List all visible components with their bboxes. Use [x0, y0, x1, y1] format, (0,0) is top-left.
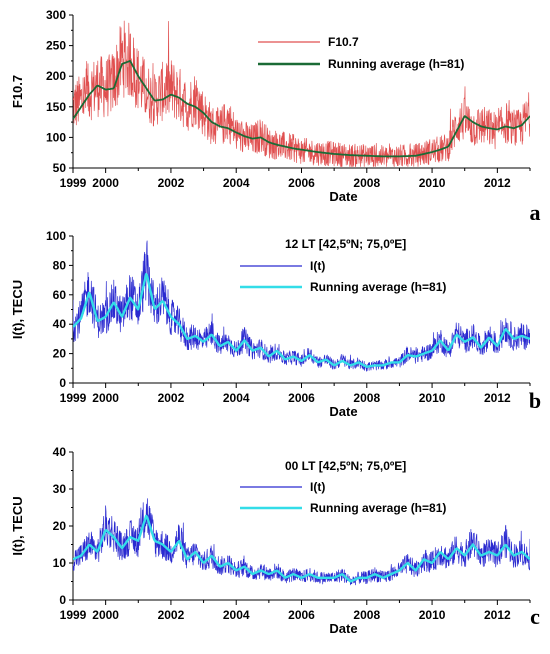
x-tick-label: 1999	[60, 176, 87, 190]
y-tick-label: 50	[53, 161, 67, 175]
legend-entry: Running average (h=81)	[310, 280, 446, 294]
x-tick-label: 2002	[158, 608, 185, 622]
y-tick-label: 100	[46, 130, 66, 144]
series-line-raw	[73, 20, 530, 167]
x-axis-label: Date	[329, 621, 357, 636]
series-line-running-average	[73, 60, 530, 158]
y-axis-label: F10.7	[10, 75, 25, 108]
x-tick-label: 2010	[419, 176, 446, 190]
x-tick-label: 2000	[92, 608, 119, 622]
x-tick-label: 2010	[419, 608, 446, 622]
chart-annotation: 12 LT [42,5ºN; 75,0ºE]	[285, 237, 406, 251]
y-tick-label: 10	[53, 556, 67, 570]
x-tick-label: 2004	[223, 391, 250, 405]
y-tick-label: 30	[53, 482, 67, 496]
panel-label: c	[530, 604, 540, 629]
x-tick-label: 1999	[60, 391, 87, 405]
x-tick-label: 2008	[353, 608, 380, 622]
y-tick-label: 20	[53, 347, 67, 361]
legend-entry: I(t)	[310, 259, 325, 273]
x-tick-label: 2006	[288, 608, 315, 622]
series-line-raw	[73, 240, 530, 372]
x-axis-label: Date	[329, 404, 357, 419]
y-tick-label: 60	[53, 288, 67, 302]
y-tick-label: 300	[46, 8, 66, 22]
y-tick-label: 0	[59, 593, 66, 607]
chart-panel-b: 0 20 40 60 80 100 1999 2000 2002 2004 2006 2008 2010…	[10, 229, 541, 419]
x-tick-label: 2006	[288, 176, 315, 190]
panel-label: b	[529, 388, 541, 413]
x-tick-label: 2012	[484, 608, 511, 622]
legend-entry: F10.7	[328, 35, 359, 49]
y-tick-label: 40	[53, 317, 67, 331]
chart-panel-c: 0 10 20 30 40 1999 2000 2002 2004 2006 2008 2010 201…	[10, 445, 540, 636]
y-tick-label: 0	[59, 376, 66, 390]
x-tick-label: 2000	[92, 391, 119, 405]
x-tick-label: 2002	[158, 176, 185, 190]
x-tick-label: 2008	[353, 176, 380, 190]
panel-label: a	[530, 200, 541, 225]
series-line-raw	[73, 498, 530, 586]
chart-annotation: 00 LT [42,5ºN; 75,0ºE]	[285, 459, 406, 473]
series-line-running-average	[73, 273, 530, 368]
x-tick-label: 2004	[223, 176, 250, 190]
y-tick-label: 250	[46, 39, 66, 53]
y-tick-label: 40	[53, 445, 67, 459]
series-line-running-average	[73, 514, 530, 583]
y-tick-label: 20	[53, 519, 67, 533]
x-tick-label: 2012	[484, 176, 511, 190]
y-axis-label: I(t), TECU	[10, 280, 25, 339]
x-tick-label: 2004	[223, 608, 250, 622]
y-tick-label: 100	[46, 229, 66, 243]
x-tick-label: 1999	[60, 608, 87, 622]
x-tick-label: 2012	[484, 391, 511, 405]
y-axis-label: I(t), TECU	[10, 496, 25, 555]
legend-entry: I(t)	[310, 480, 325, 494]
y-tick-label: 80	[53, 258, 67, 272]
x-tick-label: 2010	[419, 391, 446, 405]
x-tick-label: 2008	[353, 391, 380, 405]
x-tick-label: 2002	[158, 391, 185, 405]
legend-entry: Running average (h=81)	[328, 57, 464, 71]
chart-panel-a: 50 100 150 200 250 300 1999 2000 2002 2004 2006 200…	[10, 8, 541, 225]
y-tick-label: 150	[46, 100, 66, 114]
x-tick-label: 2000	[92, 176, 119, 190]
x-axis-label: Date	[329, 189, 357, 204]
x-tick-label: 2006	[288, 391, 315, 405]
y-tick-label: 200	[46, 69, 66, 83]
legend-entry: Running average (h=81)	[310, 501, 446, 515]
